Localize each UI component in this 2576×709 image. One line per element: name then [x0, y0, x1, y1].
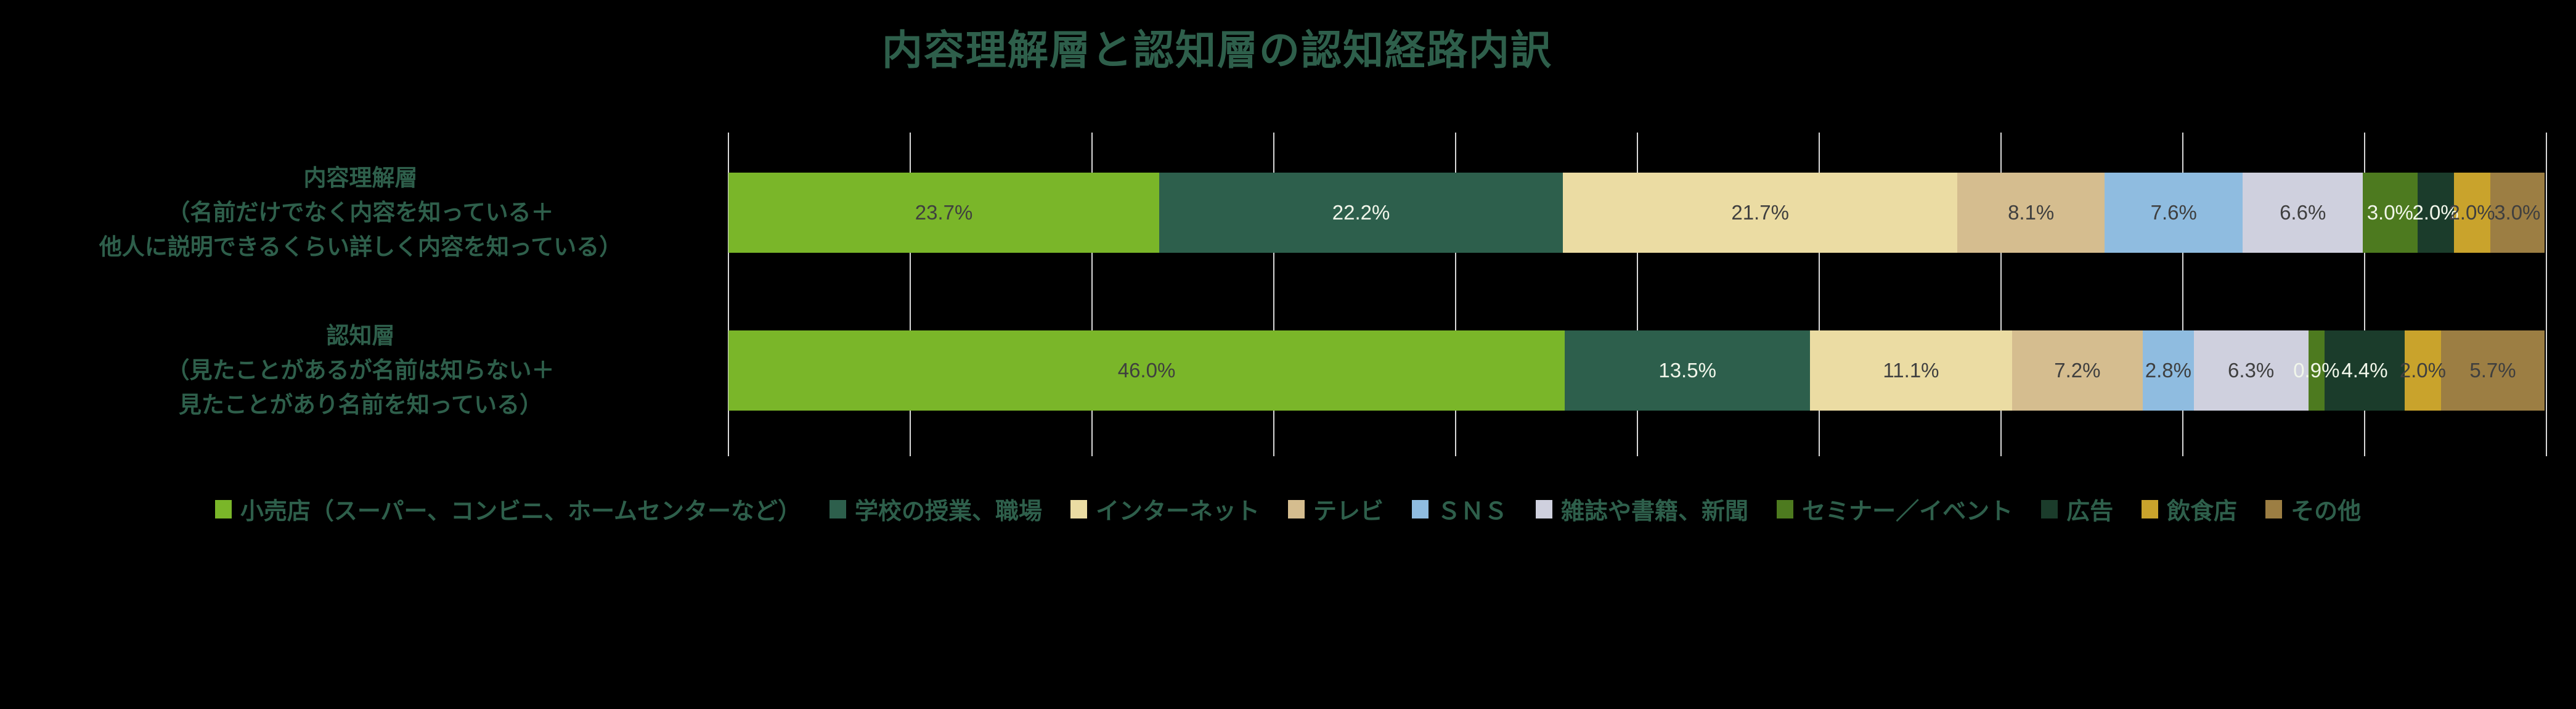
bar-segment	[728, 173, 1160, 253]
legend-swatch	[1288, 499, 1305, 518]
segment-value-label: 3.0%	[2366, 201, 2413, 224]
segment-value-label: 6.3%	[2228, 359, 2275, 382]
gridline	[1091, 133, 1093, 456]
legend-swatch	[214, 499, 232, 518]
legend-swatch	[2142, 499, 2159, 518]
legend-label: セミナー／イベント	[1802, 499, 2013, 525]
category-label-1: 認知層 （見たことがあるが名前は知らない＋ 見たことがあり名前を知っている）	[0, 319, 721, 422]
bar-segment	[2404, 330, 2441, 411]
segment-value-label: 13.5%	[1658, 359, 1716, 382]
legend-label: 小売店（スーパー、コンビニ、ホームセンターなど）	[240, 499, 801, 525]
category-label-line: （名前だけでなく内容を知っている＋	[167, 200, 554, 225]
segment-value-label: 0.9%	[2293, 359, 2340, 382]
legend-item: インターネット	[1070, 492, 1260, 526]
bar-segment	[1563, 173, 1958, 253]
segment-value-label: 23.7%	[915, 201, 973, 224]
segment-value-label: 2.0%	[2399, 359, 2446, 382]
segment-value-label: 6.6%	[2280, 201, 2326, 224]
legend-label: 学校の授業、職場	[854, 499, 1042, 525]
chart-title: 内容理解層と認知層の認知経路内訳	[882, 27, 1552, 73]
bar-segment	[2193, 330, 2309, 411]
gridline	[910, 133, 911, 456]
legend-swatch	[1070, 499, 1087, 518]
segment-value-label: 2.0%	[2448, 201, 2495, 224]
bar-segment	[2243, 173, 2363, 253]
plot-area: 23.7% 22.2% 21.7% 8.1% 7.6% 6.6% 3.0% 2.0% 2.0% 3…	[728, 133, 2547, 456]
gridline	[1819, 133, 1820, 456]
gridline	[2364, 133, 2365, 456]
legend-item: ＳＮＳ	[1412, 492, 1507, 526]
bar-segment	[2490, 173, 2545, 253]
segment-value-label: 5.7%	[2469, 359, 2516, 382]
category-label-line: 認知層	[326, 323, 395, 348]
bar-segment	[1957, 173, 2105, 253]
category-label-line: 内容理解層	[303, 165, 418, 191]
legend-swatch	[2265, 499, 2283, 518]
bar-segment	[728, 330, 1565, 411]
stacked-bar: 23.7% 22.2% 21.7% 8.1% 7.6% 6.6% 3.0% 2.0% 2.0% 3…	[728, 173, 2546, 253]
legend-swatch	[2041, 499, 2058, 518]
legend-label: ＳＮＳ	[1437, 499, 1508, 525]
category-label-line: 他人に説明できるくらい詳しく内容を知っている）	[99, 234, 622, 260]
legend: 小売店（スーパー、コンビニ、ホームセンターなど） 学校の授業、職場 インターネット テ…	[0, 492, 2576, 526]
legend-item: 小売店（スーパー、コンビニ、ホームセンターなど）	[214, 492, 801, 526]
bar-segment	[2363, 173, 2418, 253]
legend-label: インターネット	[1096, 499, 1260, 525]
segment-value-label: 8.1%	[2008, 201, 2055, 224]
stacked-bar: 46.0% 13.5% 11.1% 7.2% 2.8% 6.3% 0.9% 4.4% 2.0% 5…	[728, 330, 2546, 411]
segment-value-label: 11.1%	[1883, 359, 1939, 382]
legend-label: 雑誌や書籍、新聞	[1561, 499, 1749, 525]
segment-value-label: 46.0%	[1117, 359, 1176, 382]
legend-label: 飲食店	[2167, 499, 2238, 525]
legend-swatch	[1777, 499, 1794, 518]
bar-segment	[1565, 330, 1811, 411]
bar-segment	[2308, 330, 2325, 411]
gridline	[1455, 133, 1456, 456]
legend-label: テレビ	[1313, 499, 1384, 525]
gridline	[2000, 133, 2002, 456]
segment-value-label: 2.0%	[2412, 201, 2459, 224]
category-label-line: 見たことがあり名前を知っている）	[178, 392, 543, 417]
bar-segment	[1810, 330, 2012, 411]
bar-segment	[2440, 330, 2545, 411]
legend-item: 雑誌や書籍、新聞	[1536, 492, 1748, 526]
bar-segment	[2143, 330, 2194, 411]
legend-item: テレビ	[1288, 492, 1384, 526]
legend-item: セミナー／イベント	[1777, 492, 2013, 526]
gridline	[1637, 133, 1638, 456]
bar-segment	[2417, 173, 2454, 253]
gridline	[728, 133, 729, 456]
legend-label: その他	[2291, 499, 2362, 525]
bar-segment	[2325, 330, 2405, 411]
legend-swatch	[1412, 499, 1429, 518]
gridline	[2182, 133, 2183, 456]
segment-value-label: 22.2%	[1332, 201, 1390, 224]
legend-swatch	[829, 499, 846, 518]
legend-item: 飲食店	[2142, 492, 2237, 526]
gridline	[2546, 133, 2547, 456]
segment-value-label: 3.0%	[2494, 201, 2541, 224]
legend-item: その他	[2265, 492, 2361, 526]
segment-value-label: 4.4%	[2341, 359, 2388, 382]
segment-value-label: 7.6%	[2150, 201, 2197, 224]
segment-value-label: 2.8%	[2145, 359, 2191, 382]
segment-value-label: 7.2%	[2054, 359, 2101, 382]
legend-label: 広告	[2066, 499, 2114, 525]
bar-segment	[2453, 173, 2490, 253]
gridline	[1273, 133, 1274, 456]
category-label-line: （見たことがあるが名前は知らない＋	[166, 358, 555, 383]
bar-segment	[1159, 173, 1563, 253]
segment-value-label: 21.7%	[1731, 201, 1789, 224]
legend-swatch	[1536, 499, 1553, 518]
bar-segment	[2105, 173, 2243, 253]
category-label-0: 内容理解層 （名前だけでなく内容を知っている＋ 他人に説明できるくらい詳しく内容を知…	[0, 161, 721, 264]
bar-segment	[2011, 330, 2143, 411]
legend-item: 学校の授業、職場	[829, 492, 1042, 526]
legend-item: 広告	[2041, 492, 2113, 526]
